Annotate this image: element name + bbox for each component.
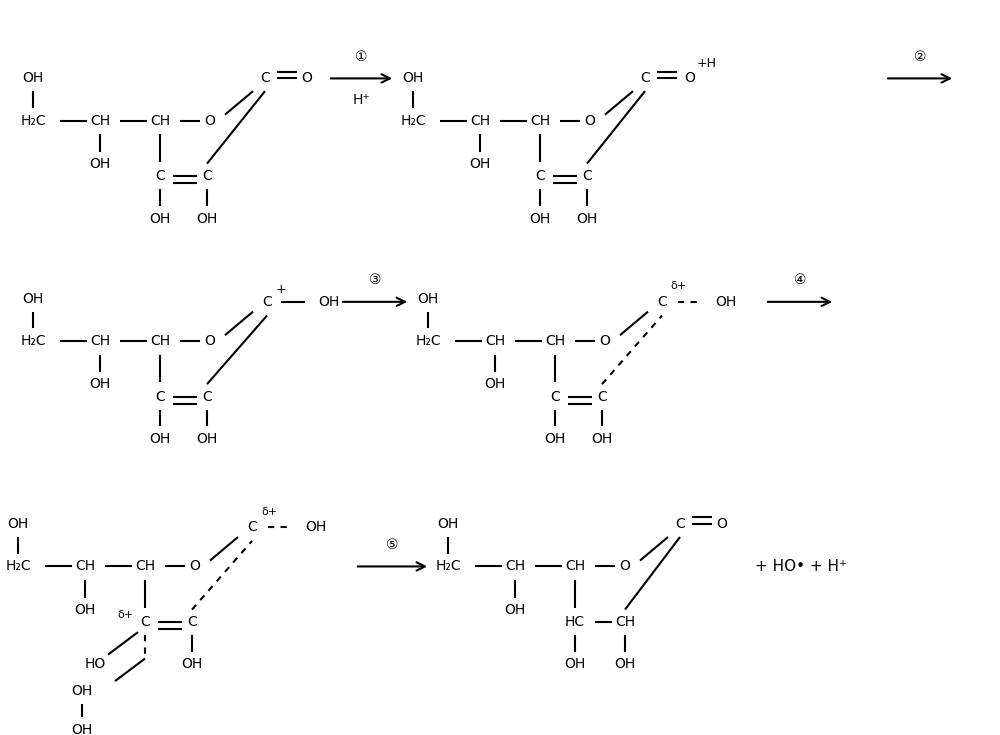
Text: δ+: δ+: [670, 282, 686, 291]
Text: OH: OH: [591, 432, 613, 446]
Text: ④: ④: [794, 273, 806, 287]
Text: +H: +H: [697, 57, 717, 71]
Text: OH: OH: [149, 432, 171, 446]
Text: OH: OH: [614, 657, 636, 672]
Text: CH: CH: [530, 113, 550, 128]
Text: C: C: [640, 71, 650, 85]
Text: +: +: [276, 282, 286, 295]
Text: O: O: [717, 517, 727, 531]
Text: H₂C: H₂C: [20, 334, 46, 348]
Text: H₂C: H₂C: [20, 113, 46, 128]
Text: OH: OH: [196, 212, 218, 226]
Text: OH: OH: [715, 295, 736, 309]
Text: OH: OH: [22, 71, 44, 85]
Text: C: C: [550, 390, 560, 404]
Text: C: C: [597, 390, 607, 404]
Text: O: O: [302, 71, 312, 85]
Text: OH: OH: [504, 603, 526, 617]
Text: δ+: δ+: [117, 611, 133, 620]
Text: OH: OH: [74, 603, 96, 617]
Text: OH: OH: [544, 432, 566, 446]
Text: OH: OH: [181, 657, 203, 672]
Text: ①: ①: [355, 50, 368, 64]
Text: ③: ③: [369, 273, 381, 287]
Text: OH: OH: [529, 212, 551, 226]
Text: C: C: [582, 169, 592, 184]
Text: O: O: [585, 113, 595, 128]
Text: + HO• + H⁺: + HO• + H⁺: [755, 559, 847, 574]
Text: CH: CH: [150, 334, 170, 348]
Text: O: O: [205, 334, 215, 348]
Text: OH: OH: [469, 157, 491, 171]
Text: CH: CH: [90, 113, 110, 128]
Text: OH: OH: [71, 723, 93, 735]
Text: OH: OH: [7, 517, 29, 531]
Text: C: C: [260, 71, 270, 85]
Text: CH: CH: [615, 615, 635, 629]
Text: CH: CH: [90, 334, 110, 348]
Text: OH: OH: [89, 377, 111, 391]
Text: CH: CH: [505, 559, 525, 573]
Text: OH: OH: [318, 295, 339, 309]
Text: H⁺: H⁺: [353, 93, 370, 107]
Text: C: C: [202, 169, 212, 184]
Text: C: C: [657, 295, 667, 309]
Text: C: C: [202, 390, 212, 404]
Text: OH: OH: [196, 432, 218, 446]
Text: CH: CH: [470, 113, 490, 128]
Text: C: C: [155, 169, 165, 184]
Text: C: C: [140, 615, 150, 629]
Text: HC: HC: [565, 615, 585, 629]
Text: CH: CH: [135, 559, 155, 573]
Text: OH: OH: [402, 71, 424, 85]
Text: δ+: δ+: [261, 506, 277, 517]
Text: C: C: [247, 520, 257, 534]
Text: C: C: [187, 615, 197, 629]
Text: H₂C: H₂C: [5, 559, 31, 573]
Text: OH: OH: [437, 517, 459, 531]
Text: CH: CH: [485, 334, 505, 348]
Text: OH: OH: [149, 212, 171, 226]
Text: OH: OH: [564, 657, 586, 672]
Text: HO: HO: [84, 657, 106, 672]
Text: H₂C: H₂C: [415, 334, 441, 348]
Text: ②: ②: [914, 50, 926, 64]
Text: OH: OH: [22, 292, 44, 306]
Text: C: C: [675, 517, 685, 531]
Text: H₂C: H₂C: [435, 559, 461, 573]
Text: OH: OH: [89, 157, 111, 171]
Text: CH: CH: [565, 559, 585, 573]
Text: OH: OH: [484, 377, 506, 391]
Text: OH: OH: [71, 684, 93, 698]
Text: C: C: [535, 169, 545, 184]
Text: H₂C: H₂C: [400, 113, 426, 128]
Text: O: O: [205, 113, 215, 128]
Text: CH: CH: [545, 334, 565, 348]
Text: C: C: [155, 390, 165, 404]
Text: CH: CH: [75, 559, 95, 573]
Text: O: O: [190, 559, 200, 573]
Text: O: O: [685, 71, 695, 85]
Text: OH: OH: [305, 520, 326, 534]
Text: O: O: [600, 334, 610, 348]
Text: CH: CH: [150, 113, 170, 128]
Text: OH: OH: [576, 212, 598, 226]
Text: O: O: [620, 559, 630, 573]
Text: C: C: [262, 295, 272, 309]
Text: OH: OH: [417, 292, 439, 306]
Text: ⑤: ⑤: [386, 538, 399, 552]
